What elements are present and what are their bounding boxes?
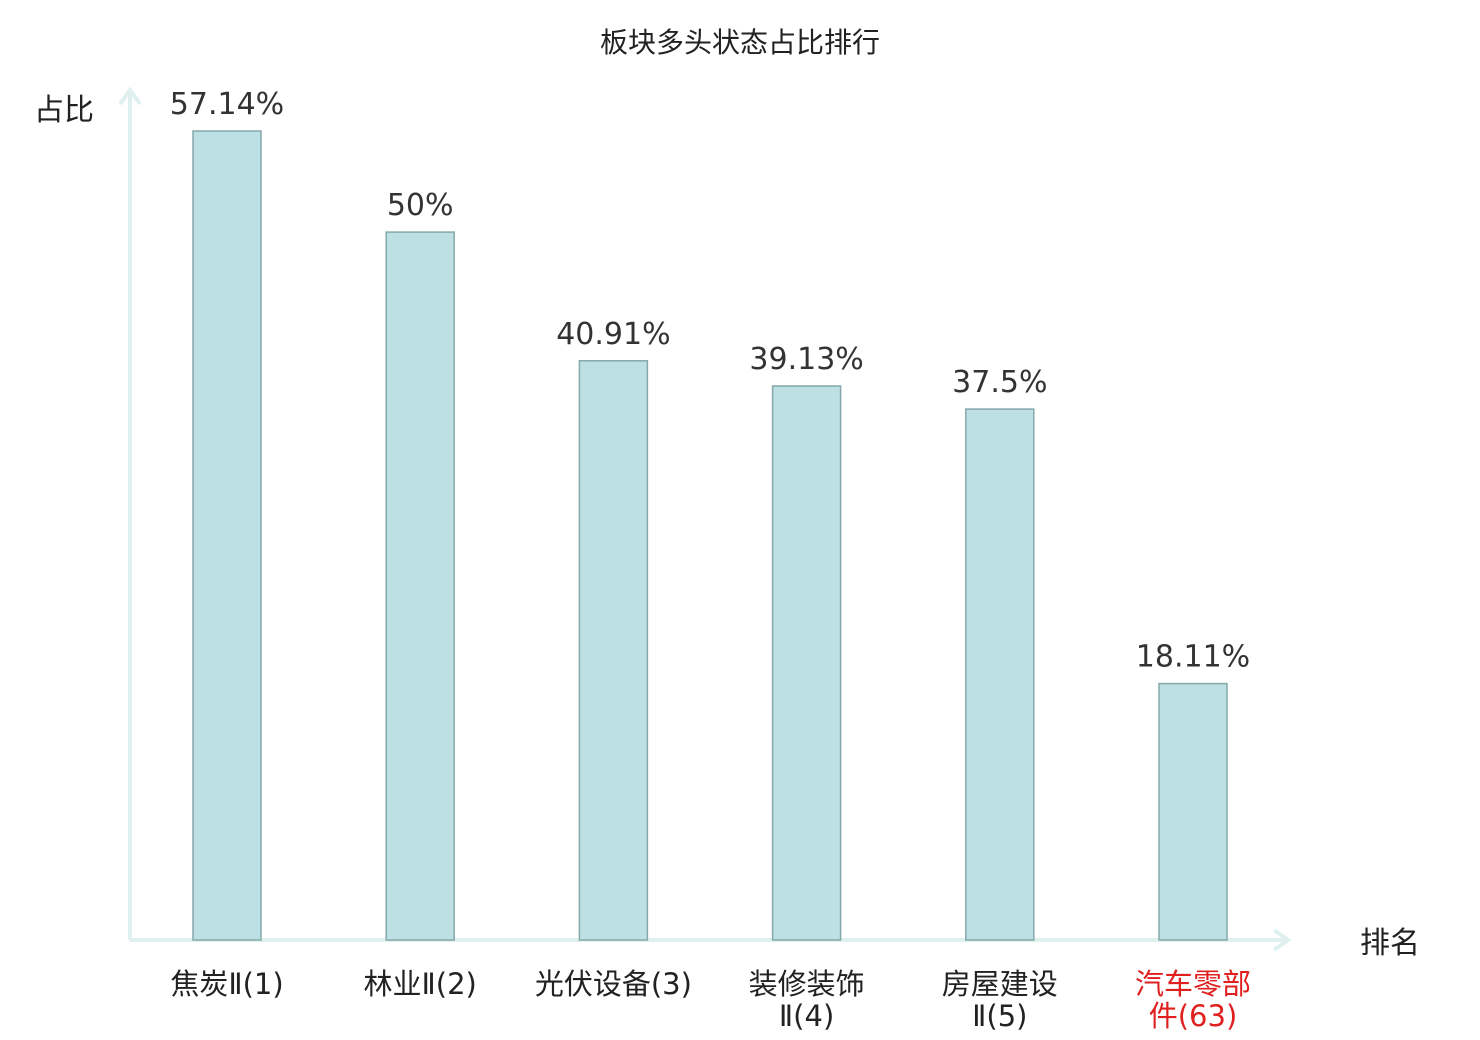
bars — [192, 130, 1228, 941]
bar — [965, 408, 1035, 941]
x-tick-label: 件(63) — [1149, 999, 1238, 1033]
axes — [118, 86, 1292, 952]
x-tick-label: 汽车零部 — [1135, 967, 1251, 1001]
x-tick-label: 光伏设备(3) — [535, 967, 692, 1001]
data-label: 39.13% — [749, 342, 863, 377]
data-label: 40.91% — [556, 317, 670, 352]
x-tick-label: 装修装饰 — [749, 967, 865, 1001]
data-label: 57.14% — [170, 87, 284, 122]
value-labels: 57.14% 50% 40.91% 39.13% 37.5% 18.11% — [170, 87, 1250, 675]
x-tick-label: Ⅱ(5) — [972, 999, 1027, 1033]
bar — [578, 360, 649, 941]
chart-title: 板块多头状态占比排行 — [600, 26, 880, 59]
bar — [771, 385, 842, 941]
y-axis-label: 占比 — [34, 93, 94, 128]
bar — [192, 130, 262, 941]
x-tick-label: 林业Ⅱ(2) — [364, 967, 477, 1001]
y-axis-arrow — [118, 86, 142, 106]
bar — [385, 231, 455, 941]
data-label: 37.5% — [952, 365, 1047, 400]
x-tick-label: 焦炭Ⅱ(1) — [170, 967, 283, 1001]
bar — [1158, 682, 1228, 941]
x-tick-label: 房屋建设 — [942, 967, 1058, 1001]
x-axis-arrow — [1272, 928, 1292, 952]
data-label: 18.11% — [1136, 640, 1250, 675]
x-tick-label: Ⅱ(4) — [779, 999, 834, 1033]
data-label: 50% — [387, 188, 454, 223]
x-axis-label: 排名 — [1360, 926, 1420, 961]
